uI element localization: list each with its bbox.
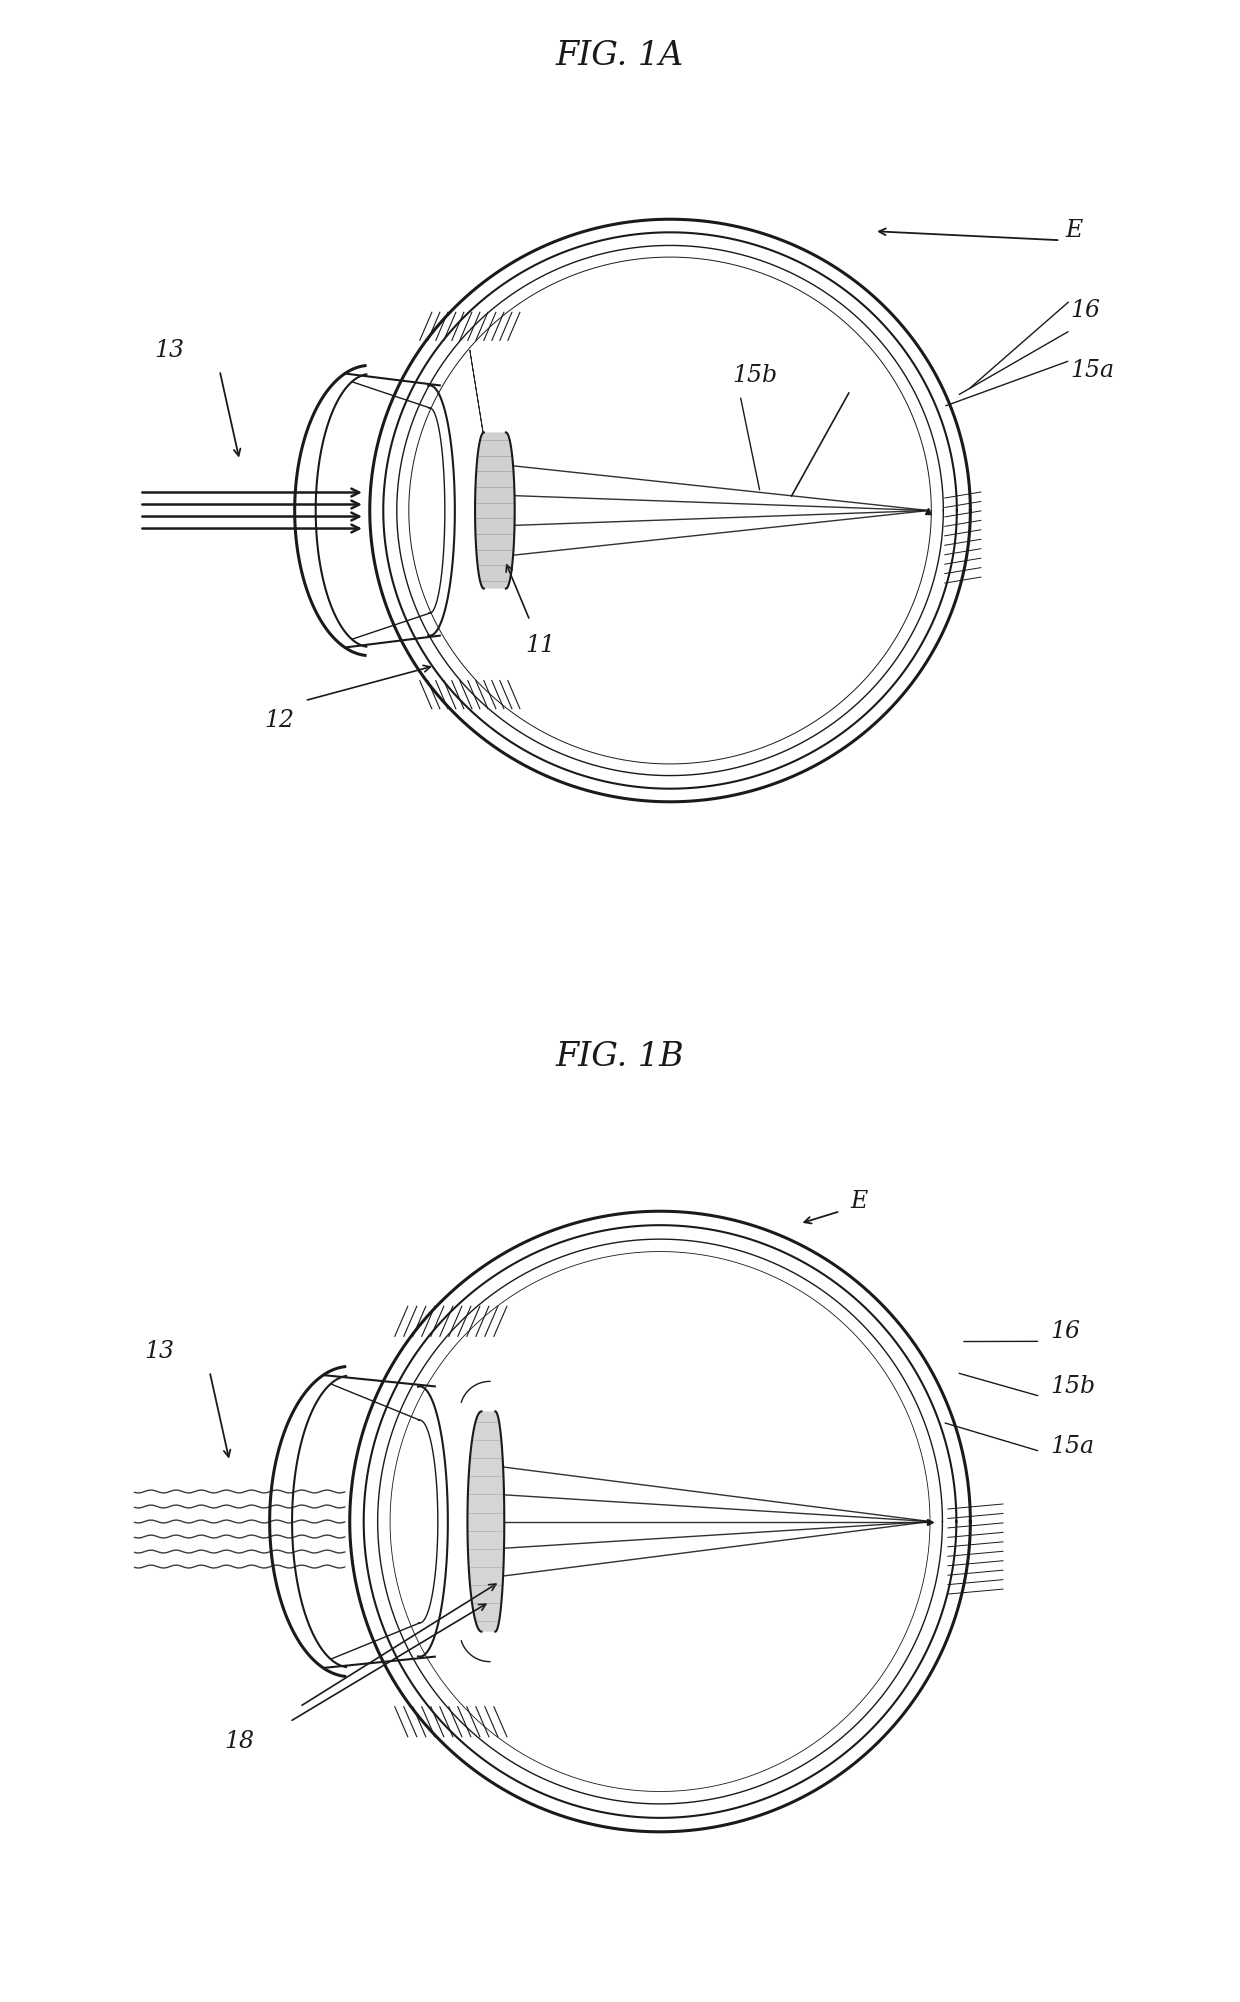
Text: 15a: 15a <box>1050 1435 1095 1457</box>
Text: 15a: 15a <box>1070 358 1115 382</box>
Text: 15b: 15b <box>1050 1375 1096 1397</box>
Text: 15b: 15b <box>733 364 777 386</box>
Polygon shape <box>467 1411 505 1632</box>
Text: E: E <box>851 1189 868 1213</box>
Text: 16: 16 <box>1050 1319 1080 1343</box>
Text: 16: 16 <box>1070 298 1100 322</box>
Text: 18: 18 <box>224 1730 254 1754</box>
Polygon shape <box>475 432 515 589</box>
Text: 11: 11 <box>525 635 556 657</box>
Text: FIG. 1B: FIG. 1B <box>556 1041 684 1073</box>
Text: E: E <box>1065 218 1083 242</box>
Text: 13: 13 <box>155 338 185 362</box>
Text: 12: 12 <box>264 709 295 733</box>
Text: FIG. 1A: FIG. 1A <box>556 40 684 72</box>
Text: 13: 13 <box>145 1339 175 1363</box>
